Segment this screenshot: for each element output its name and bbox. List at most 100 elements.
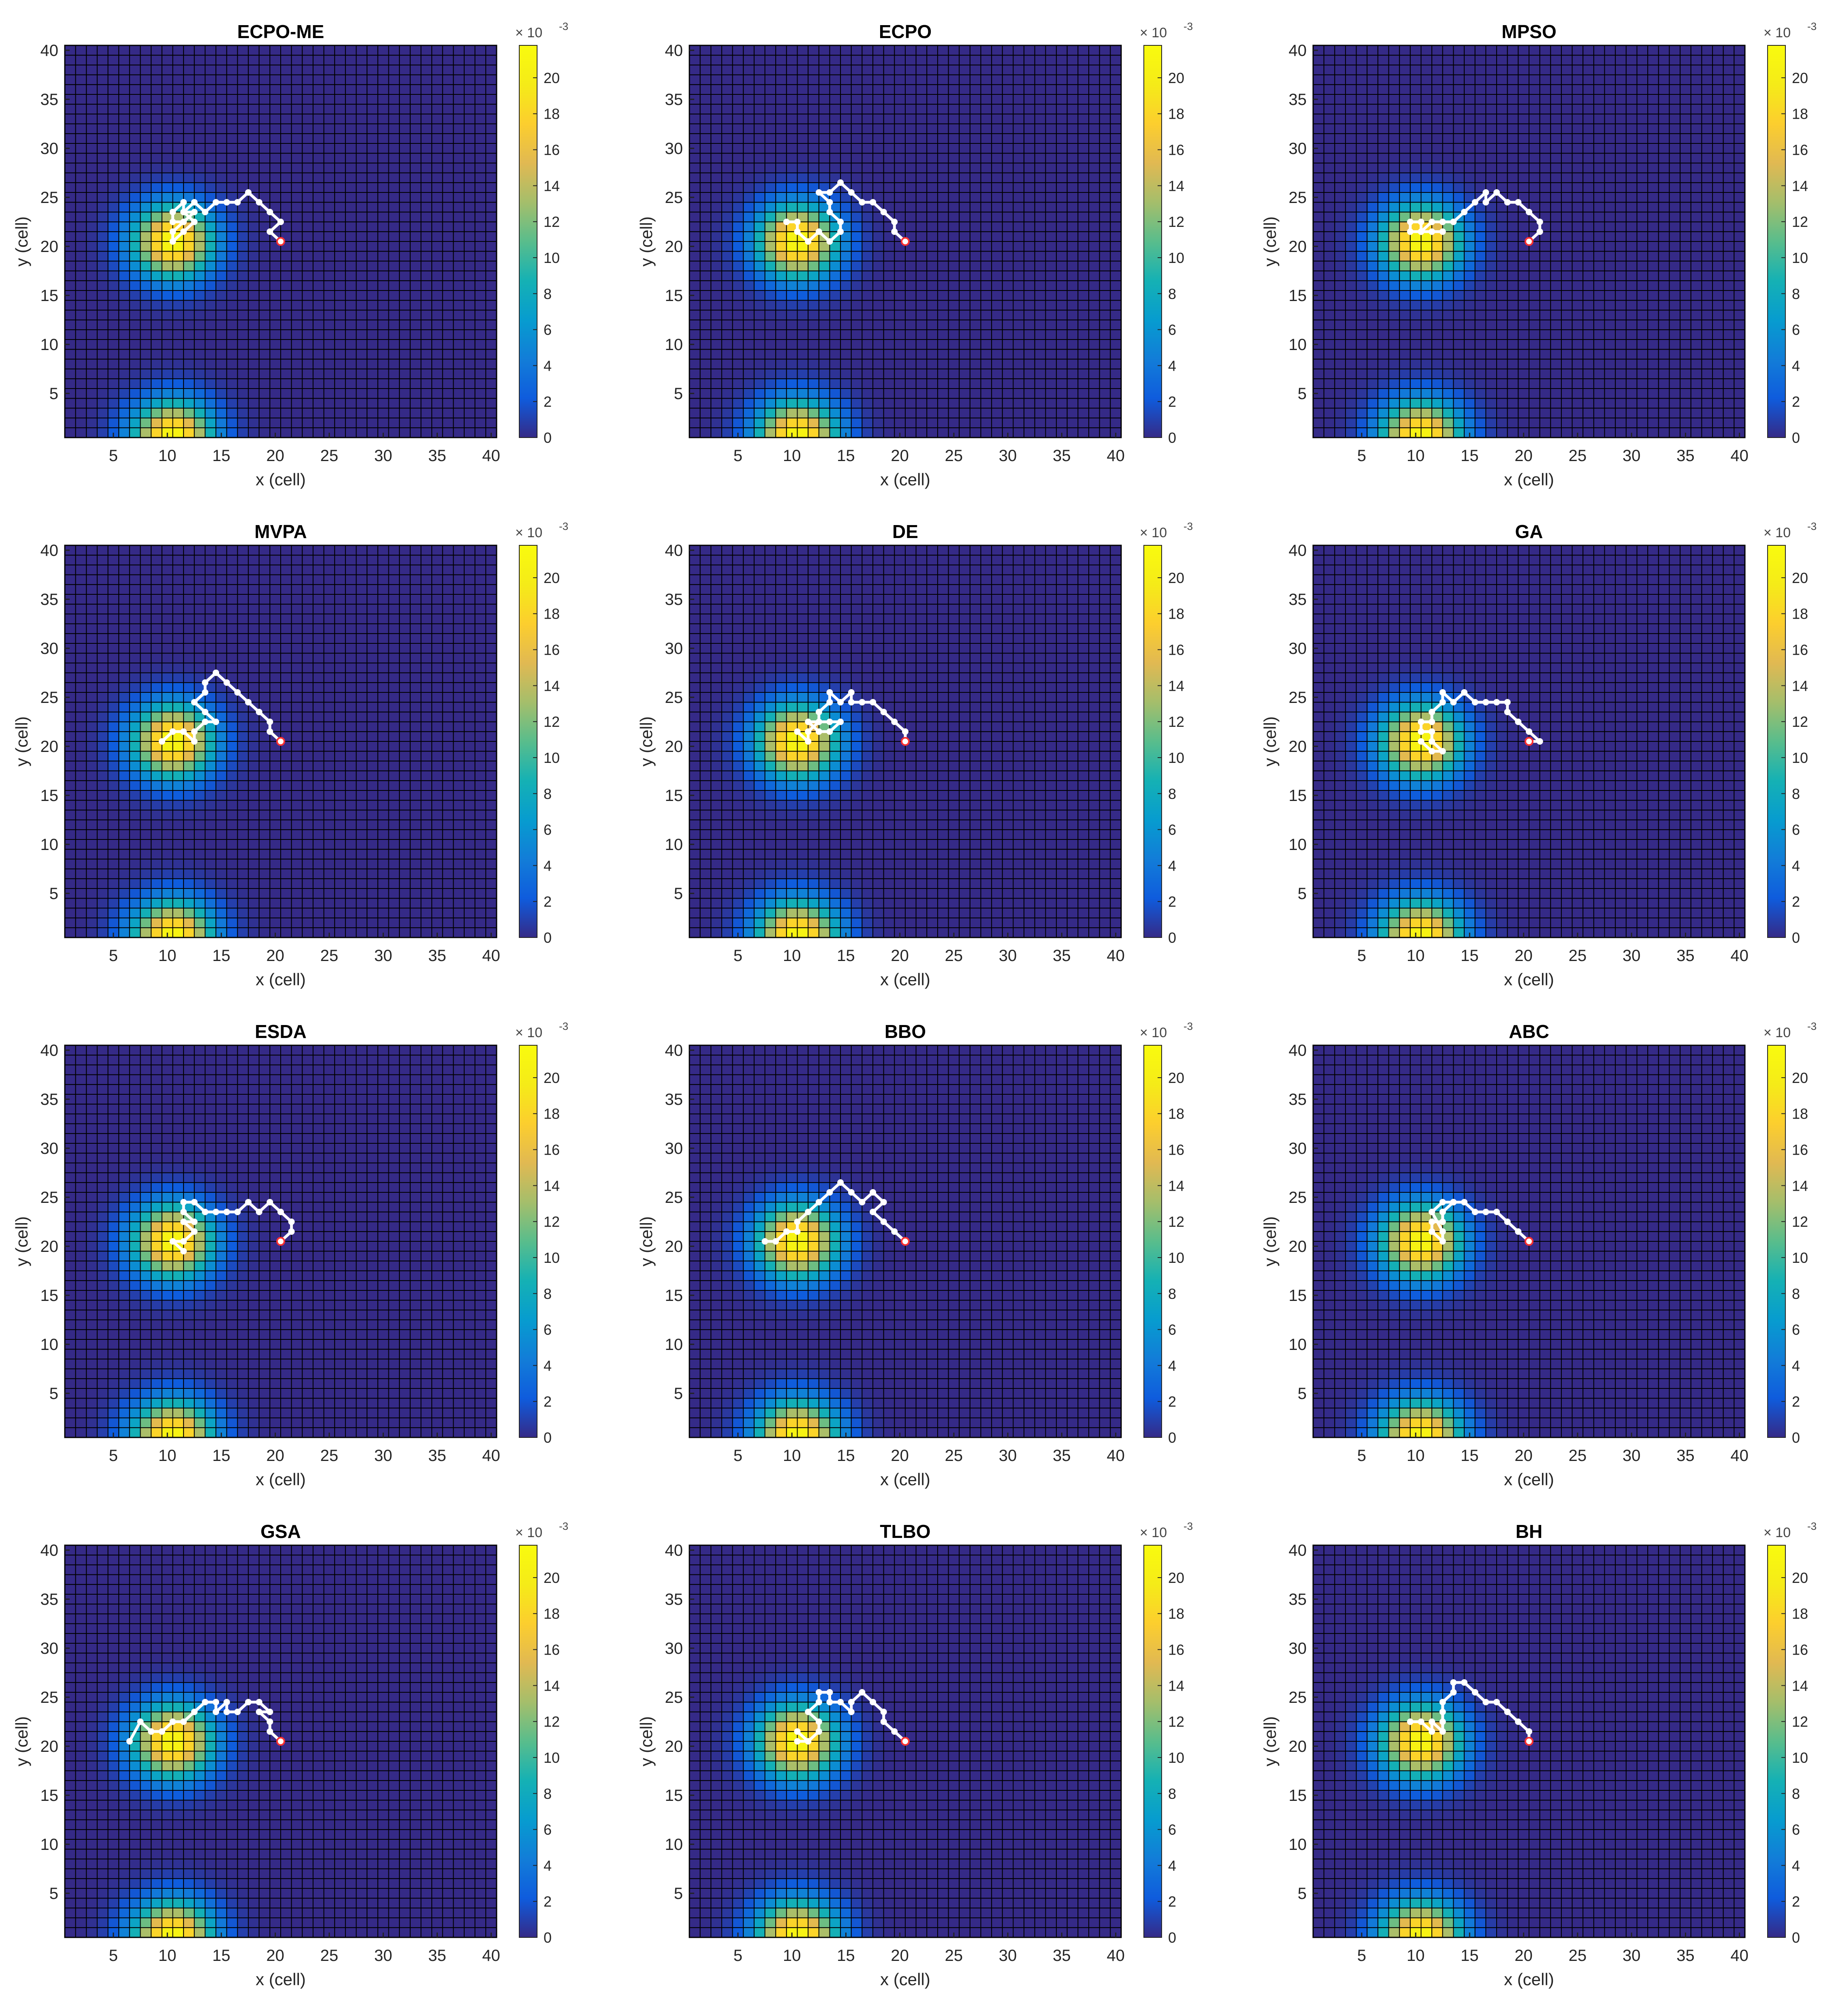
heatmap-cell [323, 261, 335, 271]
heatmap-cell [1088, 398, 1100, 409]
heatmap-cell [1734, 133, 1746, 144]
heatmap-cell [367, 211, 378, 222]
heatmap-cell [1056, 104, 1068, 115]
heatmap-cell [937, 94, 949, 105]
heatmap-cell [915, 231, 928, 242]
heatmap-cell [485, 55, 497, 66]
heatmap-cell [409, 339, 422, 350]
heatmap-cell [1572, 84, 1584, 95]
heatmap-cell [269, 182, 281, 193]
heatmap-cell [883, 241, 895, 252]
heatmap-cell [420, 300, 433, 311]
heatmap-cell [302, 359, 313, 369]
heatmap-cell [721, 45, 733, 56]
heatmap-cell [1442, 290, 1454, 301]
heatmap-cell [797, 408, 809, 419]
heatmap-cell [1399, 162, 1411, 173]
heatmap-cell [1550, 349, 1562, 360]
heatmap-cell [194, 359, 206, 369]
heatmap-cell [1572, 182, 1584, 193]
path-point [805, 238, 812, 245]
heatmap-cell [721, 408, 733, 419]
heatmap-cell [948, 280, 960, 291]
heatmap-cell [194, 349, 206, 360]
heatmap-cell [1013, 408, 1025, 419]
heatmap-cell [851, 64, 863, 75]
heatmap-cell [1539, 143, 1551, 154]
heatmap-cell [1442, 55, 1454, 66]
heatmap-cell [1388, 398, 1400, 409]
heatmap-cell [1734, 359, 1746, 369]
heatmap-cell [1323, 84, 1335, 95]
heatmap-cell [1313, 133, 1324, 144]
heatmap-cell [302, 329, 313, 340]
heatmap-cell [1539, 378, 1551, 389]
heatmap-cell [237, 45, 249, 56]
heatmap-cell [1034, 290, 1046, 301]
heatmap-cell [1045, 231, 1057, 242]
y-axis-label: y (cell) [12, 216, 31, 267]
heatmap-cell [367, 153, 378, 164]
heatmap-cell [689, 300, 701, 311]
heatmap-cell [442, 408, 454, 419]
heatmap-cell [1045, 398, 1057, 409]
heatmap-cell [829, 143, 841, 154]
heatmap-cell [689, 55, 701, 66]
heatmap-cell [161, 55, 173, 66]
heatmap-cell [194, 55, 206, 66]
heatmap-cell [1658, 153, 1670, 164]
heatmap-cell [1474, 153, 1486, 164]
heatmap-cell [1485, 427, 1497, 438]
heatmap-cell [1088, 211, 1100, 222]
heatmap-cell [388, 133, 400, 144]
heatmap-cell [1690, 398, 1702, 409]
heatmap-cell [1690, 251, 1702, 262]
heatmap-cell [96, 349, 109, 360]
heatmap-cell [280, 270, 292, 281]
heatmap-cell [883, 329, 895, 340]
heatmap-cell [377, 113, 389, 124]
heatmap-cell [915, 182, 928, 193]
heatmap-cell [1345, 55, 1357, 66]
heatmap-cell [118, 329, 130, 340]
heatmap-cell [280, 378, 292, 389]
heatmap-cell [1334, 261, 1346, 271]
heatmap-cell [161, 74, 173, 85]
colorbar-tick-label: 16 [1168, 142, 1184, 158]
heatmap-cell [1658, 192, 1670, 203]
heatmap-cell [1345, 182, 1357, 193]
heatmap-cell [183, 241, 195, 252]
heatmap-cell [86, 300, 98, 311]
heatmap-cell [1518, 359, 1530, 369]
heatmap-cell [1723, 45, 1735, 56]
heatmap-cell [883, 45, 895, 56]
heatmap-cell [377, 280, 389, 291]
heatmap-cell [323, 202, 335, 213]
heatmap-cell [237, 408, 249, 419]
heatmap-cell [269, 329, 281, 340]
heatmap-cell [1604, 123, 1616, 134]
heatmap-cell [926, 339, 938, 350]
heatmap-cell [872, 143, 884, 154]
heatmap-cell [1410, 388, 1422, 399]
heatmap-cell [356, 211, 368, 222]
heatmap-cell [1334, 417, 1346, 428]
heatmap-cell [743, 192, 755, 203]
heatmap-cell [1604, 172, 1616, 183]
heatmap-cell [1110, 378, 1122, 389]
heatmap-cell [129, 123, 141, 134]
heatmap-cell [1561, 398, 1573, 409]
heatmap-cell [721, 310, 733, 320]
heatmap-cell [1399, 388, 1411, 399]
heatmap-cell [905, 417, 917, 428]
heatmap-cell [1507, 290, 1519, 301]
heatmap-cell [1615, 104, 1627, 115]
heatmap-cell [388, 192, 400, 203]
heatmap-cell [959, 290, 970, 301]
heatmap-cell [151, 211, 162, 222]
heatmap-cell [151, 221, 162, 232]
heatmap-cell [172, 408, 184, 419]
heatmap-cell [64, 162, 76, 173]
heatmap-cell [840, 339, 852, 350]
heatmap-cell [808, 123, 819, 134]
